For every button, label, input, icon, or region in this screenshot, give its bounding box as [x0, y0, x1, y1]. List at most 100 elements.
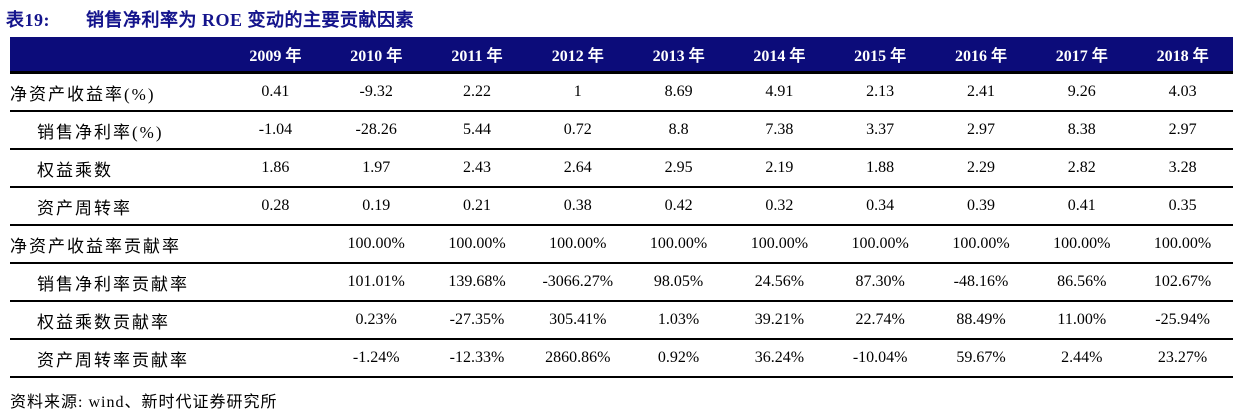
value-cell: 1.88: [829, 149, 931, 188]
value-cell: 0.34: [829, 187, 931, 226]
value-cell: 2.95: [628, 149, 729, 188]
value-cell: 0.39: [930, 187, 1032, 226]
value-cell: 2.22: [426, 72, 528, 112]
column-header-year: 2015 年: [829, 37, 931, 74]
value-cell: 0.21: [426, 187, 528, 226]
value-cell: 11.00%: [1031, 301, 1133, 340]
value-cell: -48.16%: [930, 263, 1032, 302]
column-header-year: 2016 年: [930, 37, 1032, 74]
value-cell: 2.64: [527, 149, 629, 188]
column-header-year: 2018 年: [1132, 37, 1233, 74]
value-cell: 2.29: [930, 149, 1032, 188]
value-cell: 1.97: [325, 149, 427, 188]
value-cell: 2.41: [930, 72, 1032, 112]
value-cell: 0.23%: [325, 301, 427, 340]
table-title: 表19: 销售净利率为 ROE 变动的主要贡献因素: [6, 6, 1260, 32]
column-header-year: 2010 年: [325, 37, 427, 74]
value-cell: 100.00%: [930, 225, 1032, 264]
value-cell: 0.92%: [628, 339, 729, 378]
table-row: 净资产收益率贡献率 100.00% 100.00% 100.00% 100.00% 100…: [10, 225, 1233, 264]
value-cell: [225, 225, 326, 264]
value-cell: 100.00%: [325, 225, 427, 264]
row-label: 资产周转率: [10, 187, 225, 226]
value-cell: 0.32: [728, 187, 830, 226]
value-cell: 36.24%: [728, 339, 830, 378]
row-label: 净资产收益率(%): [10, 72, 225, 112]
value-cell: -9.32: [325, 72, 427, 112]
value-cell: 1: [527, 72, 629, 112]
value-cell: -3066.27%: [527, 263, 629, 302]
value-cell: 100.00%: [728, 225, 830, 264]
value-cell: -10.04%: [829, 339, 931, 378]
row-label: 权益乘数: [10, 149, 225, 188]
value-cell: 86.56%: [1031, 263, 1133, 302]
value-cell: [225, 263, 326, 302]
row-label: 权益乘数贡献率: [10, 301, 225, 340]
value-cell: 59.67%: [930, 339, 1032, 378]
table-row: 销售净利率(%) -1.04 -28.26 5.44 0.72 8.8 7.38 3.37 2.…: [10, 111, 1233, 150]
value-cell: 3.28: [1132, 149, 1233, 188]
value-cell: 0.42: [628, 187, 729, 226]
value-cell: -1.04: [225, 111, 326, 150]
value-cell: 0.28: [225, 187, 326, 226]
value-cell: 1.86: [225, 149, 326, 188]
value-cell: 2.97: [1132, 111, 1233, 150]
value-cell: -28.26: [325, 111, 427, 150]
row-label: 销售净利率贡献率: [10, 263, 225, 302]
table-row: 资产周转率 0.28 0.19 0.21 0.38 0.42 0.32 0.34 0.39 0.4…: [10, 187, 1233, 226]
header-row: 2009 年 2010 年 2011 年 2012 年 2013 年 2014 年 2015…: [10, 37, 1233, 74]
table-row: 资产周转率贡献率 -1.24% -12.33% 2860.86% 0.92% 36.24%…: [10, 339, 1233, 378]
source-note: 资料来源: wind、新时代证券研究所: [10, 394, 278, 411]
table-body: 净资产收益率(%) 0.41 -9.32 2.22 1 8.69 4.91 2.13 2.41 9…: [10, 72, 1233, 378]
value-cell: 100.00%: [829, 225, 931, 264]
value-cell: 98.05%: [628, 263, 729, 302]
value-cell: 0.38: [527, 187, 629, 226]
table-row: 权益乘数贡献率 0.23% -27.35% 305.41% 1.03% 39.21% 22.…: [10, 301, 1233, 340]
column-header-year: 2012 年: [527, 37, 629, 74]
value-cell: 101.01%: [325, 263, 427, 302]
value-cell: 87.30%: [829, 263, 931, 302]
value-cell: 9.26: [1031, 72, 1133, 112]
table-row: 权益乘数 1.86 1.97 2.43 2.64 2.95 2.19 1.88 2.29 2.82…: [10, 149, 1233, 188]
value-cell: 8.69: [628, 72, 729, 112]
table-title-text: 销售净利率为 ROE 变动的主要贡献因素: [86, 10, 415, 30]
value-cell: 7.38: [728, 111, 830, 150]
row-label: 销售净利率(%): [10, 111, 225, 150]
value-cell: 2.97: [930, 111, 1032, 150]
value-cell: 2.19: [728, 149, 830, 188]
value-cell: 0.41: [1031, 187, 1133, 226]
value-cell: 4.91: [728, 72, 830, 112]
value-cell: -1.24%: [325, 339, 427, 378]
value-cell: 2.13: [829, 72, 931, 112]
value-cell: 2.44%: [1031, 339, 1133, 378]
value-cell: 8.8: [628, 111, 729, 150]
value-cell: 3.37: [829, 111, 931, 150]
value-cell: 100.00%: [426, 225, 528, 264]
column-header-year: 2014 年: [728, 37, 830, 74]
value-cell: 5.44: [426, 111, 528, 150]
column-header-year: 2009 年: [225, 37, 326, 74]
value-cell: 100.00%: [1132, 225, 1233, 264]
value-cell: [225, 301, 326, 340]
value-cell: 0.35: [1132, 187, 1233, 226]
value-cell: 24.56%: [728, 263, 830, 302]
value-cell: 39.21%: [728, 301, 830, 340]
value-cell: 0.41: [225, 72, 326, 112]
column-header-year: 2011 年: [426, 37, 528, 74]
value-cell: 2.43: [426, 149, 528, 188]
value-cell: 2.82: [1031, 149, 1133, 188]
roe-contribution-table: 2009 年 2010 年 2011 年 2012 年 2013 年 2014 年 2015…: [10, 37, 1233, 378]
table-row: 净资产收益率(%) 0.41 -9.32 2.22 1 8.69 4.91 2.13 2.41 9…: [10, 72, 1233, 112]
value-cell: 23.27%: [1132, 339, 1233, 378]
table-header: 2009 年 2010 年 2011 年 2012 年 2013 年 2014 年 2015…: [10, 37, 1233, 74]
value-cell: 2860.86%: [527, 339, 629, 378]
value-cell: [225, 339, 326, 378]
table-number: 表19:: [6, 10, 50, 30]
row-label: 净资产收益率贡献率: [10, 225, 225, 264]
value-cell: 100.00%: [1031, 225, 1133, 264]
value-cell: 100.00%: [527, 225, 629, 264]
corner-cell: [10, 37, 225, 74]
value-cell: 1.03%: [628, 301, 729, 340]
table-row: 销售净利率贡献率 101.01% 139.68% -3066.27% 98.05% 24.…: [10, 263, 1233, 302]
